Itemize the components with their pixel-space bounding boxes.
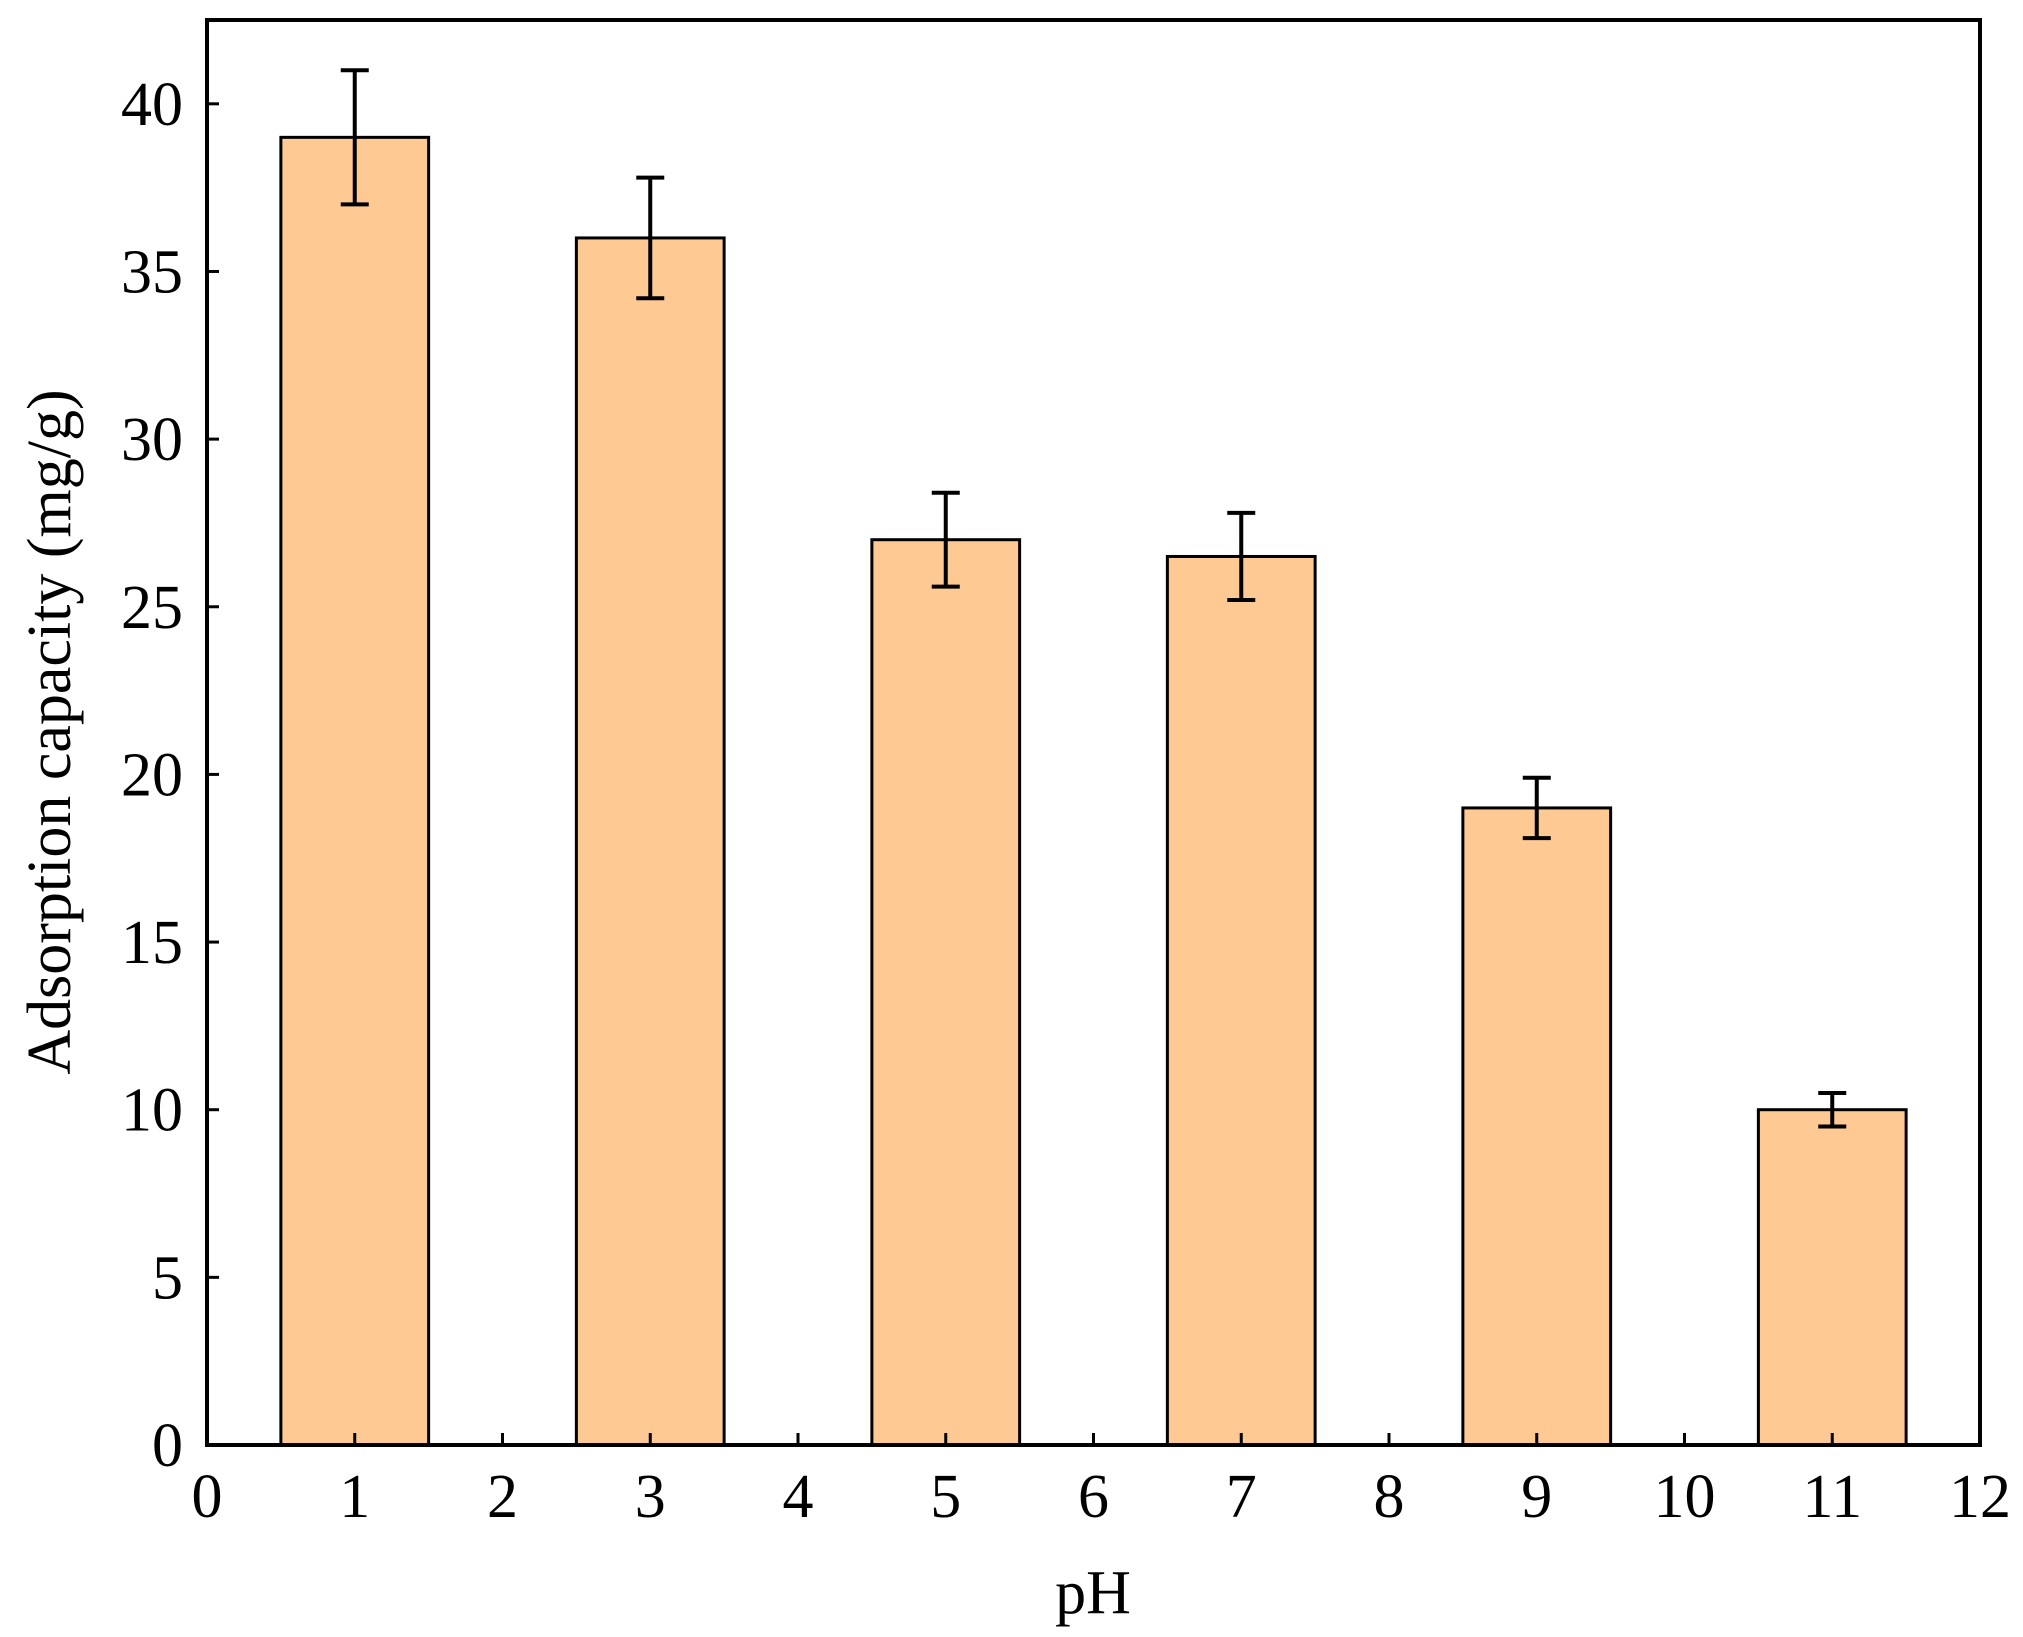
x-tick-label-2: 2 — [487, 1463, 518, 1531]
x-tick-label-9: 9 — [1521, 1463, 1552, 1531]
y-tick-label-35: 35 — [121, 238, 183, 306]
x-tick-label-12: 12 — [1949, 1463, 2011, 1531]
bar-ph-7 — [1165, 554, 1317, 1447]
x-tick-label-1: 1 — [339, 1463, 370, 1531]
x-tick-label-3: 3 — [635, 1463, 666, 1531]
error-bar-ph-9 — [1522, 775, 1551, 841]
x-tick-label-6: 6 — [1078, 1463, 1109, 1531]
x-tick-label-0: 0 — [192, 1463, 223, 1531]
error-bar-ph-7 — [1227, 510, 1256, 603]
bar-ph-3 — [574, 236, 726, 1447]
plot-area-frame — [205, 18, 1982, 1447]
bar-ph-1 — [279, 135, 431, 1447]
error-bars-layer — [340, 68, 1847, 1129]
x-tick-label-10: 10 — [1654, 1463, 1716, 1531]
y-tick-label-0: 0 — [152, 1412, 183, 1480]
y-tick-label-5: 5 — [152, 1244, 183, 1312]
error-bar-ph-11 — [1818, 1090, 1847, 1129]
bar-ph-11 — [1756, 1108, 1908, 1447]
x-tick-label-7: 7 — [1226, 1463, 1257, 1531]
ticks-layer — [205, 102, 1982, 1447]
x-axis-label: pH — [1055, 1559, 1131, 1627]
error-bar-ph-5 — [931, 490, 960, 589]
error-bar-ph-3 — [636, 175, 665, 301]
x-tick-label-4: 4 — [783, 1463, 814, 1531]
y-tick-label-20: 20 — [121, 741, 183, 809]
x-tick-label-5: 5 — [930, 1463, 961, 1531]
y-tick-label-10: 10 — [121, 1077, 183, 1145]
y-tick-label-25: 25 — [121, 574, 183, 642]
error-bar-ph-1 — [340, 68, 369, 207]
bar-ph-9 — [1461, 806, 1613, 1447]
bar-ph-5 — [870, 538, 1022, 1447]
y-tick-label-15: 15 — [121, 909, 183, 977]
y-tick-label-40: 40 — [121, 71, 183, 139]
x-tick-label-8: 8 — [1374, 1463, 1405, 1531]
y-tick-label-30: 30 — [121, 406, 183, 474]
y-axis-label: Adsorption capacity (mg/g) — [16, 389, 84, 1074]
x-tick-label-11: 11 — [1802, 1463, 1862, 1531]
bars-layer — [279, 135, 1908, 1447]
